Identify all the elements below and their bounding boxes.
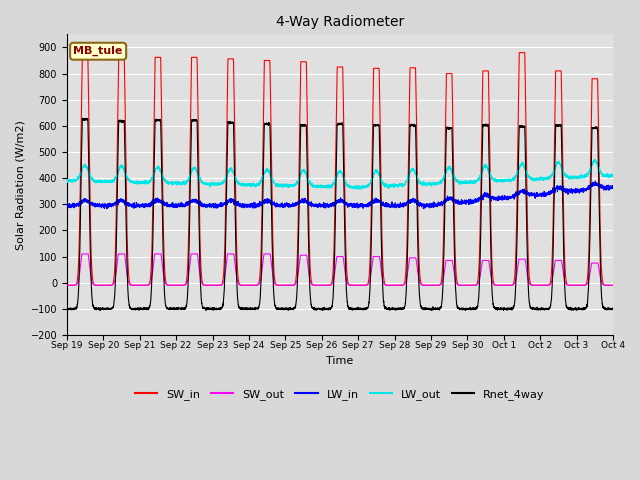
SW_out	[573, 282, 580, 288]
SW_in	[432, 282, 440, 288]
SW_in	[493, 282, 501, 288]
SW_out	[609, 282, 616, 288]
Rnet_4way	[79, 115, 86, 121]
LW_in	[63, 203, 71, 208]
LW_in	[609, 185, 617, 191]
Rnet_4way	[320, 306, 328, 312]
LW_in	[319, 204, 327, 209]
SW_out	[78, 251, 86, 257]
SW_in	[573, 282, 580, 288]
LW_in	[432, 202, 440, 207]
Line: SW_in: SW_in	[67, 53, 613, 285]
Text: MB_tule: MB_tule	[74, 46, 123, 56]
SW_in	[63, 282, 71, 288]
Rnet_4way	[63, 306, 71, 312]
SW_in	[161, 272, 169, 278]
LW_in	[493, 194, 501, 200]
LW_in	[420, 206, 428, 212]
SW_in	[319, 282, 327, 288]
SW_out	[432, 282, 440, 288]
Rnet_4way	[609, 306, 617, 312]
SW_in	[609, 282, 617, 288]
LW_out	[319, 184, 327, 190]
LW_out	[493, 177, 501, 182]
SW_out	[463, 282, 470, 288]
LW_out	[609, 173, 616, 179]
Y-axis label: Solar Radiation (W/m2): Solar Radiation (W/m2)	[15, 120, 25, 250]
X-axis label: Time: Time	[326, 356, 353, 366]
SW_out	[493, 282, 501, 288]
LW_out	[432, 180, 440, 186]
Line: SW_out: SW_out	[67, 254, 613, 285]
LW_out	[356, 187, 364, 192]
Rnet_4way	[96, 308, 104, 313]
SW_in	[515, 50, 523, 56]
Line: LW_out: LW_out	[67, 160, 613, 190]
LW_in	[609, 186, 616, 192]
LW_in	[161, 200, 169, 206]
LW_out	[161, 177, 169, 182]
Line: Rnet_4way: Rnet_4way	[67, 118, 613, 311]
Legend: SW_in, SW_out, LW_in, LW_out, Rnet_4way: SW_in, SW_out, LW_in, LW_out, Rnet_4way	[131, 385, 549, 405]
Line: LW_in: LW_in	[67, 181, 613, 209]
LW_out	[591, 157, 599, 163]
SW_out	[609, 282, 617, 288]
SW_in	[462, 282, 470, 288]
Rnet_4way	[161, 300, 169, 306]
SW_out	[161, 279, 169, 285]
SW_out	[63, 282, 71, 288]
LW_out	[609, 174, 617, 180]
Rnet_4way	[463, 306, 470, 312]
Title: 4-Way Radiometer: 4-Way Radiometer	[276, 15, 404, 29]
SW_in	[609, 282, 616, 288]
Rnet_4way	[609, 305, 616, 311]
Rnet_4way	[493, 307, 501, 313]
LW_in	[463, 200, 470, 205]
LW_in	[591, 179, 599, 184]
SW_out	[320, 282, 328, 288]
LW_out	[63, 177, 71, 182]
LW_out	[463, 180, 470, 186]
Rnet_4way	[433, 306, 440, 312]
